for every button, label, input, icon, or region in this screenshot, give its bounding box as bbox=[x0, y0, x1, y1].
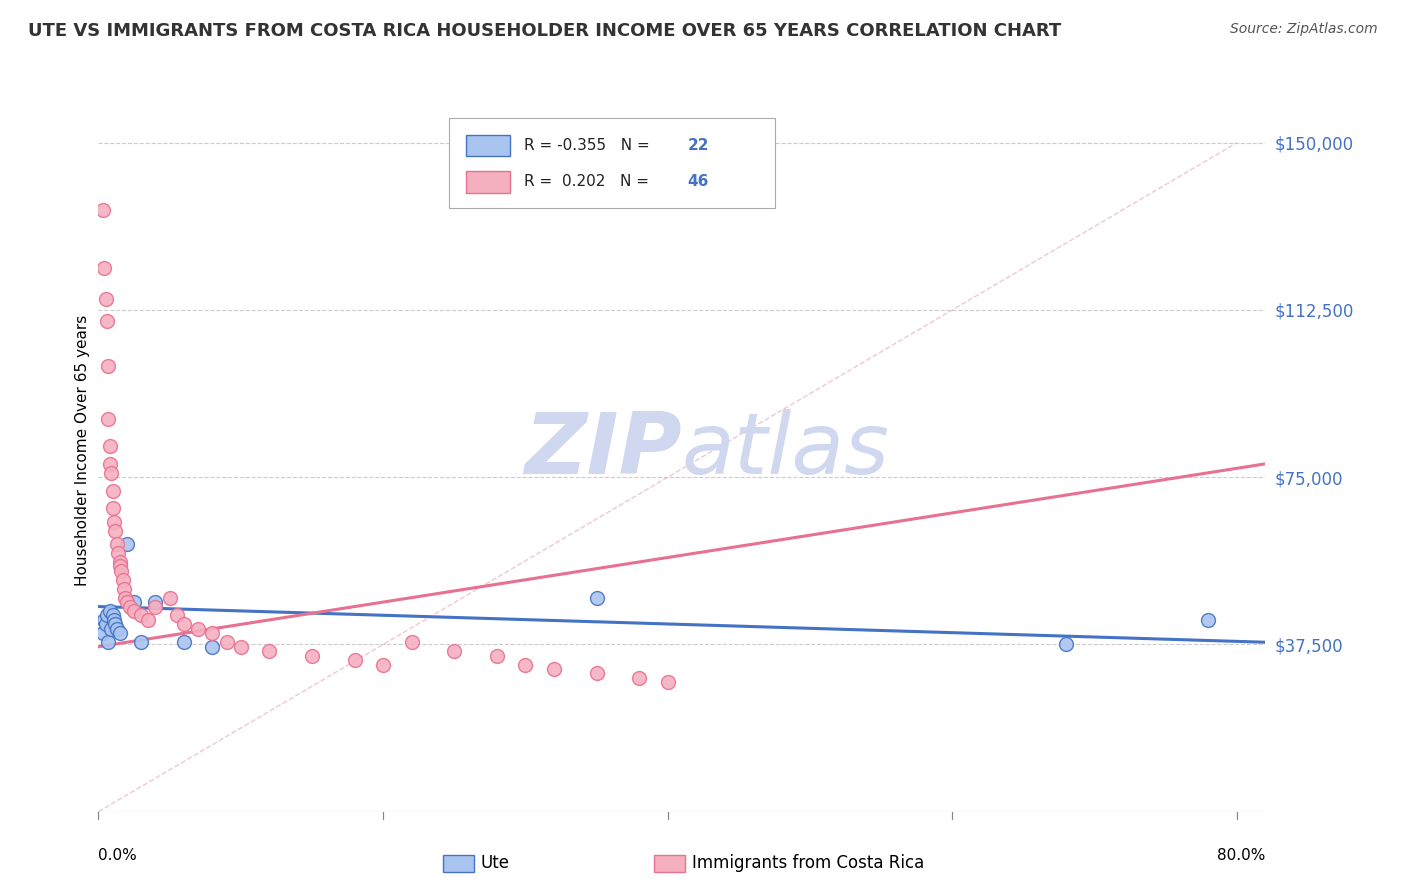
Point bbox=[543, 662, 565, 676]
Point bbox=[97, 412, 120, 426]
Point bbox=[103, 613, 125, 627]
Point bbox=[91, 626, 114, 640]
Point bbox=[105, 537, 128, 551]
Point bbox=[115, 537, 138, 551]
Point bbox=[143, 599, 166, 614]
Point bbox=[201, 640, 224, 654]
Point bbox=[107, 546, 129, 560]
Point bbox=[104, 524, 127, 538]
Point bbox=[129, 608, 152, 623]
Point bbox=[100, 466, 122, 480]
Point bbox=[136, 613, 159, 627]
Point bbox=[1198, 613, 1220, 627]
Point bbox=[111, 573, 134, 587]
Text: Ute: Ute bbox=[481, 855, 510, 872]
Point bbox=[108, 626, 131, 640]
Point bbox=[628, 671, 651, 685]
Point bbox=[108, 559, 131, 574]
Point bbox=[301, 648, 323, 663]
Point bbox=[100, 622, 122, 636]
Point bbox=[108, 555, 131, 569]
Point bbox=[96, 608, 118, 623]
Point bbox=[101, 608, 124, 623]
Point bbox=[343, 653, 366, 667]
Point bbox=[96, 314, 118, 328]
Point bbox=[515, 657, 537, 672]
Point bbox=[110, 564, 132, 578]
Text: Immigrants from Costa Rica: Immigrants from Costa Rica bbox=[692, 855, 924, 872]
Point bbox=[166, 608, 188, 623]
Text: Source: ZipAtlas.com: Source: ZipAtlas.com bbox=[1230, 22, 1378, 37]
Point bbox=[114, 591, 136, 605]
Text: 46: 46 bbox=[688, 174, 709, 189]
Point bbox=[91, 202, 114, 217]
Point bbox=[98, 439, 121, 453]
Point bbox=[585, 591, 607, 605]
FancyBboxPatch shape bbox=[465, 171, 510, 193]
Point bbox=[122, 595, 145, 609]
FancyBboxPatch shape bbox=[465, 135, 510, 156]
Point bbox=[229, 640, 252, 654]
Text: 22: 22 bbox=[688, 138, 709, 153]
Point bbox=[443, 644, 465, 658]
Point bbox=[101, 501, 124, 516]
Point bbox=[101, 483, 124, 498]
Point bbox=[103, 515, 125, 529]
Point bbox=[98, 457, 121, 471]
Point bbox=[97, 635, 120, 649]
Point bbox=[129, 635, 152, 649]
Point bbox=[401, 635, 423, 649]
Text: UTE VS IMMIGRANTS FROM COSTA RICA HOUSEHOLDER INCOME OVER 65 YEARS CORRELATION C: UTE VS IMMIGRANTS FROM COSTA RICA HOUSEH… bbox=[28, 22, 1062, 40]
Point bbox=[112, 582, 135, 596]
Point bbox=[105, 622, 128, 636]
Point bbox=[143, 595, 166, 609]
Point bbox=[485, 648, 508, 663]
Point bbox=[97, 359, 120, 373]
Point bbox=[215, 635, 238, 649]
Point bbox=[371, 657, 394, 672]
Point bbox=[187, 622, 209, 636]
Point bbox=[657, 675, 679, 690]
Point bbox=[173, 617, 195, 632]
Point bbox=[94, 292, 117, 306]
Point bbox=[118, 599, 141, 614]
Point bbox=[98, 604, 121, 618]
Point bbox=[201, 626, 224, 640]
Text: R = -0.355   N =: R = -0.355 N = bbox=[524, 138, 655, 153]
Point bbox=[115, 595, 138, 609]
Text: R =  0.202   N =: R = 0.202 N = bbox=[524, 174, 654, 189]
Point bbox=[93, 613, 115, 627]
Point bbox=[122, 604, 145, 618]
FancyBboxPatch shape bbox=[449, 118, 775, 209]
Text: 80.0%: 80.0% bbox=[1218, 847, 1265, 863]
Point bbox=[585, 666, 607, 681]
Y-axis label: Householder Income Over 65 years: Householder Income Over 65 years bbox=[75, 315, 90, 586]
Point bbox=[93, 260, 115, 275]
Point bbox=[94, 617, 117, 632]
Point bbox=[1054, 637, 1077, 651]
Text: 0.0%: 0.0% bbox=[98, 847, 138, 863]
Text: ZIP: ZIP bbox=[524, 409, 682, 492]
Point bbox=[173, 635, 195, 649]
Text: atlas: atlas bbox=[682, 409, 890, 492]
Point bbox=[159, 591, 181, 605]
Point bbox=[104, 617, 127, 632]
Point bbox=[257, 644, 280, 658]
